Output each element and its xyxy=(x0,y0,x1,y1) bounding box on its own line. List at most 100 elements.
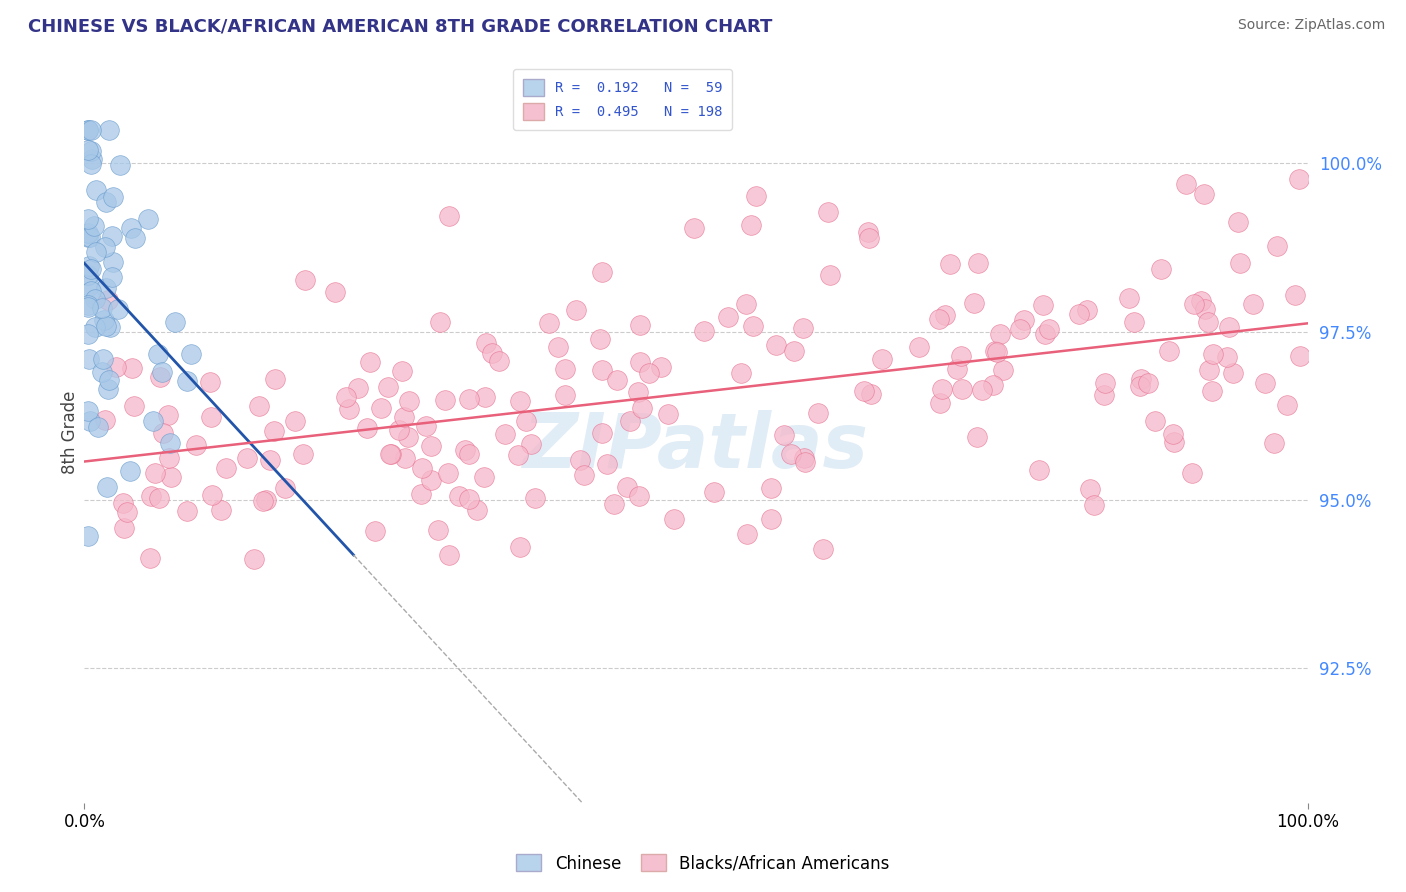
Point xyxy=(1137,376,1160,390)
Point xyxy=(420,473,443,487)
Point xyxy=(759,511,782,525)
Point xyxy=(508,448,530,462)
Point xyxy=(180,347,202,361)
Point xyxy=(569,453,592,467)
Point xyxy=(186,438,208,452)
Point xyxy=(380,447,402,461)
Point xyxy=(627,385,650,400)
Point xyxy=(215,461,238,475)
Point xyxy=(1163,434,1185,449)
Legend: Chinese, Blacks/African Americans: Chinese, Blacks/African Americans xyxy=(509,847,897,880)
Point xyxy=(474,390,496,404)
Point xyxy=(588,332,610,346)
Point xyxy=(523,491,546,505)
Point xyxy=(693,324,716,338)
Point xyxy=(77,122,100,136)
Point xyxy=(966,430,988,444)
Point xyxy=(77,268,100,282)
Point xyxy=(631,401,654,415)
Point xyxy=(662,512,685,526)
Point xyxy=(1194,302,1216,317)
Point xyxy=(117,505,139,519)
Point xyxy=(981,377,1004,392)
Point xyxy=(426,523,449,537)
Point xyxy=(591,363,613,377)
Point xyxy=(77,403,100,417)
Point xyxy=(378,447,401,461)
Point xyxy=(77,226,100,240)
Point xyxy=(1159,343,1181,358)
Point xyxy=(627,489,650,503)
Point xyxy=(242,552,264,566)
Point xyxy=(564,302,586,317)
Point xyxy=(101,255,124,269)
Point xyxy=(494,426,516,441)
Point xyxy=(703,484,725,499)
Point xyxy=(146,347,169,361)
Point xyxy=(325,285,347,299)
Point xyxy=(1012,313,1035,327)
Point xyxy=(1229,256,1251,270)
Point xyxy=(398,394,420,409)
Point xyxy=(165,315,187,329)
Point xyxy=(124,231,146,245)
Text: CHINESE VS BLACK/AFRICAN AMERICAN 8TH GRADE CORRELATION CHART: CHINESE VS BLACK/AFRICAN AMERICAN 8TH GR… xyxy=(28,18,772,36)
Point xyxy=(929,396,952,410)
Point xyxy=(97,293,120,308)
Point xyxy=(683,220,706,235)
Point xyxy=(616,480,638,494)
Point xyxy=(988,327,1011,342)
Point xyxy=(1288,172,1310,186)
Point xyxy=(122,400,145,414)
Point xyxy=(1161,426,1184,441)
Point xyxy=(858,231,880,245)
Point xyxy=(1241,297,1264,311)
Point xyxy=(108,158,131,172)
Point xyxy=(84,245,107,260)
Point xyxy=(818,268,841,282)
Point xyxy=(773,427,796,442)
Point xyxy=(77,122,100,136)
Point xyxy=(554,388,576,402)
Point xyxy=(77,326,100,341)
Point xyxy=(209,503,232,517)
Point xyxy=(963,296,986,310)
Point xyxy=(370,401,392,416)
Point xyxy=(148,491,170,505)
Point xyxy=(650,359,672,374)
Point xyxy=(157,450,180,465)
Point xyxy=(1033,327,1056,342)
Point xyxy=(870,351,893,366)
Y-axis label: 8th Grade: 8th Grade xyxy=(60,391,79,475)
Point xyxy=(176,504,198,518)
Point xyxy=(247,399,270,413)
Point xyxy=(87,419,110,434)
Point xyxy=(394,410,416,425)
Point xyxy=(77,352,100,367)
Point xyxy=(198,375,221,389)
Point xyxy=(259,453,281,467)
Point xyxy=(139,551,162,566)
Point xyxy=(263,371,285,385)
Point xyxy=(1083,498,1105,512)
Point xyxy=(934,309,956,323)
Point xyxy=(1038,322,1060,336)
Point xyxy=(1198,363,1220,377)
Point xyxy=(80,144,103,158)
Point xyxy=(447,489,470,503)
Point xyxy=(94,194,117,209)
Point xyxy=(176,374,198,388)
Point xyxy=(439,548,461,562)
Point xyxy=(93,313,115,327)
Point xyxy=(811,542,834,557)
Point xyxy=(619,413,641,427)
Point xyxy=(103,190,125,204)
Point xyxy=(97,372,120,386)
Point xyxy=(77,279,100,293)
Point xyxy=(94,281,117,295)
Point xyxy=(602,498,624,512)
Point xyxy=(1201,384,1223,398)
Point xyxy=(596,457,619,471)
Point xyxy=(335,391,357,405)
Point xyxy=(1265,239,1288,253)
